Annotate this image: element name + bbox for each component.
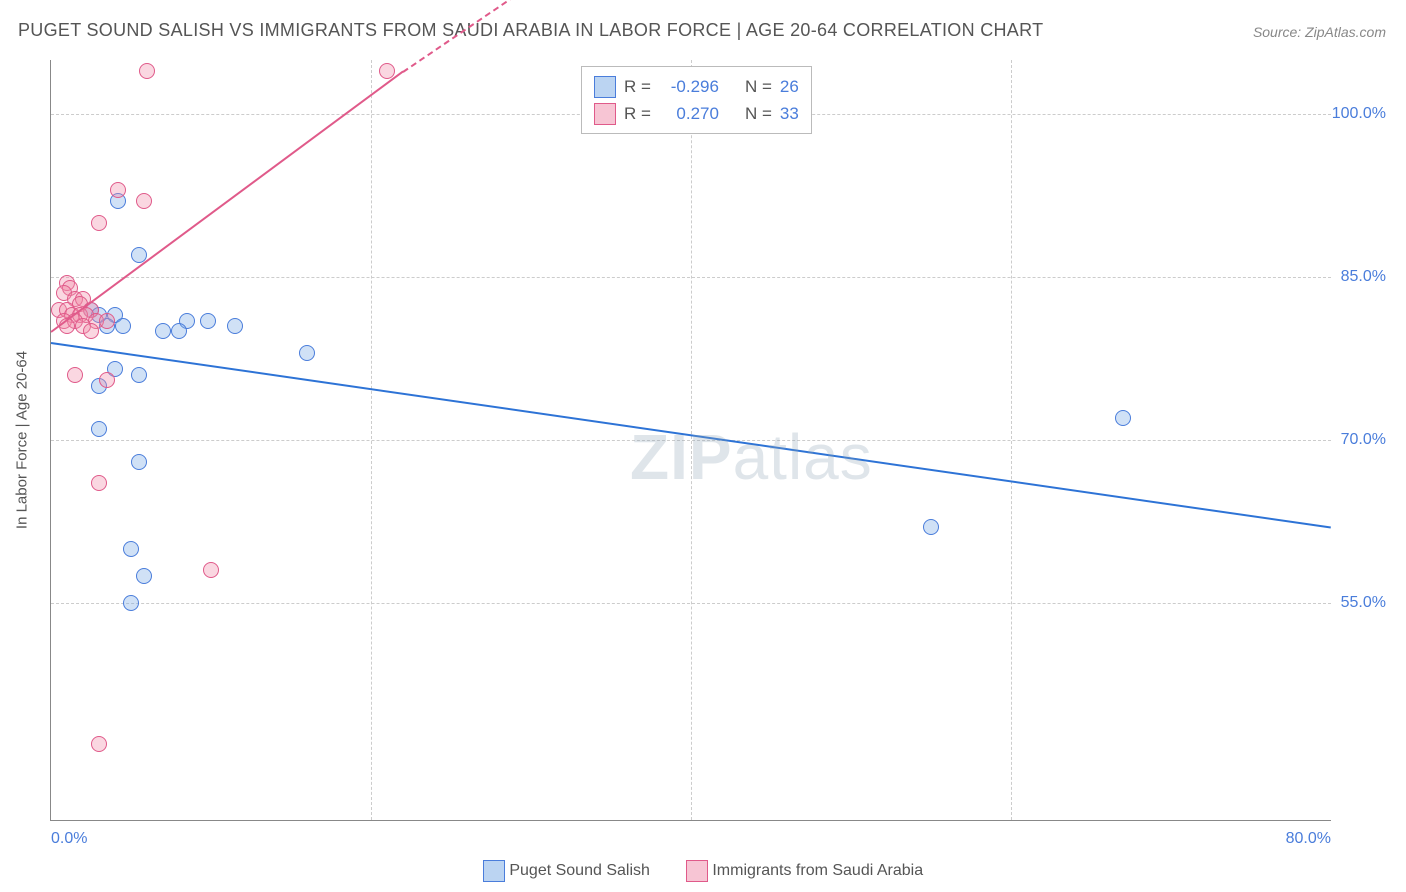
legend-stats-row: R = 0.270 N = 33 bbox=[594, 100, 799, 127]
footer-legend: Puget Sound Salish Immigrants from Saudi… bbox=[0, 860, 1406, 882]
y-axis-label: In Labor Force | Age 20-64 bbox=[14, 351, 31, 529]
y-tick-label: 100.0% bbox=[1332, 105, 1386, 123]
gridline-v bbox=[691, 60, 692, 820]
data-point bbox=[123, 595, 139, 611]
legend-swatch bbox=[594, 76, 616, 98]
data-point bbox=[67, 367, 83, 383]
data-point bbox=[131, 367, 147, 383]
data-point bbox=[171, 323, 187, 339]
stat-n-label: N = bbox=[745, 100, 772, 127]
data-point bbox=[83, 323, 99, 339]
data-point bbox=[91, 215, 107, 231]
data-point bbox=[139, 63, 155, 79]
x-tick-label: 0.0% bbox=[51, 830, 87, 848]
stat-r-label: R = bbox=[624, 100, 651, 127]
legend-swatch bbox=[594, 103, 616, 125]
y-tick-label: 55.0% bbox=[1341, 594, 1386, 612]
gridline-v bbox=[371, 60, 372, 820]
data-point bbox=[110, 182, 126, 198]
legend-stats: R = -0.296 N = 26 R = 0.270 N = 33 bbox=[581, 66, 812, 134]
data-point bbox=[123, 541, 139, 557]
legend-stats-row: R = -0.296 N = 26 bbox=[594, 73, 799, 100]
stat-r-value: -0.296 bbox=[659, 73, 719, 100]
legend-swatch bbox=[686, 860, 708, 882]
data-point bbox=[91, 475, 107, 491]
data-point bbox=[91, 736, 107, 752]
data-point bbox=[115, 318, 131, 334]
stat-n-label: N = bbox=[745, 73, 772, 100]
data-point bbox=[299, 345, 315, 361]
data-point bbox=[136, 568, 152, 584]
stat-r-label: R = bbox=[624, 73, 651, 100]
source-attribution: Source: ZipAtlas.com bbox=[1253, 24, 1386, 40]
stat-n-value: 33 bbox=[780, 100, 799, 127]
legend-swatch bbox=[483, 860, 505, 882]
data-point bbox=[91, 421, 107, 437]
trend-line bbox=[50, 71, 403, 333]
plot-box: 55.0%70.0%85.0%100.0%0.0%80.0%R =-0.296N… bbox=[50, 60, 1331, 821]
chart-area: 55.0%70.0%85.0%100.0%0.0%80.0%R =-0.296N… bbox=[50, 60, 1390, 820]
stat-r-value: 0.270 bbox=[659, 100, 719, 127]
footer-legend-label: Puget Sound Salish bbox=[509, 862, 650, 879]
data-point bbox=[99, 372, 115, 388]
data-point bbox=[155, 323, 171, 339]
footer-legend-item: Puget Sound Salish bbox=[483, 862, 650, 879]
y-tick-label: 70.0% bbox=[1341, 431, 1386, 449]
data-point bbox=[227, 318, 243, 334]
data-point bbox=[923, 519, 939, 535]
data-point bbox=[1115, 410, 1131, 426]
data-point bbox=[131, 454, 147, 470]
x-tick-label: 80.0% bbox=[1286, 830, 1331, 848]
gridline-v bbox=[1011, 60, 1012, 820]
data-point bbox=[136, 193, 152, 209]
chart-title: PUGET SOUND SALISH VS IMMIGRANTS FROM SA… bbox=[18, 20, 1043, 41]
data-point bbox=[200, 313, 216, 329]
stat-n-value: 26 bbox=[780, 73, 799, 100]
footer-legend-label: Immigrants from Saudi Arabia bbox=[712, 862, 923, 879]
y-tick-label: 85.0% bbox=[1341, 268, 1386, 286]
data-point bbox=[203, 562, 219, 578]
data-point bbox=[99, 313, 115, 329]
footer-legend-item: Immigrants from Saudi Arabia bbox=[686, 862, 923, 879]
